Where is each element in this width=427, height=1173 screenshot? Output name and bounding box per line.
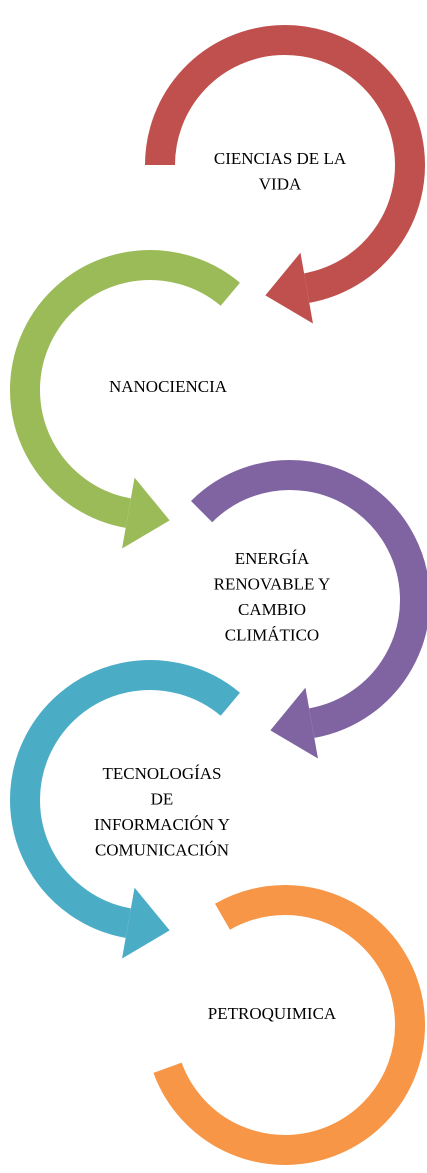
arrows bbox=[10, 25, 427, 1165]
arrow-head bbox=[265, 252, 313, 324]
node-label: DE bbox=[151, 789, 174, 808]
node-label: CIENCIAS DE LA bbox=[214, 149, 347, 168]
circular-arrow bbox=[10, 250, 240, 528]
node-label: NANOCIENCIA bbox=[109, 377, 228, 396]
circular-arrow bbox=[191, 460, 427, 738]
node-label: COMUNICACIÓN bbox=[95, 840, 229, 859]
arrow-head bbox=[270, 687, 318, 759]
node-label: INFORMACIÓN Y bbox=[94, 815, 230, 834]
node-label: TECNOLOGÍAS bbox=[103, 764, 222, 783]
node-label: RENOVABLE Y bbox=[214, 574, 331, 593]
arrow-head bbox=[122, 887, 170, 959]
node-label: ENERGÍA bbox=[235, 549, 310, 568]
circular-arrow bbox=[10, 660, 240, 938]
circular-arrow bbox=[153, 885, 425, 1165]
node-label: VIDA bbox=[259, 174, 302, 193]
labels: CIENCIAS DE LA VIDA NANOCIENCIA ENERGÍA RENO… bbox=[94, 149, 347, 1023]
circular-arrow bbox=[145, 25, 425, 303]
node-label: CAMBIO bbox=[238, 600, 306, 619]
arrow-head bbox=[122, 477, 170, 549]
node-label: CLIMÁTICO bbox=[225, 625, 319, 644]
node-label: PETROQUIMICA bbox=[208, 1004, 337, 1023]
